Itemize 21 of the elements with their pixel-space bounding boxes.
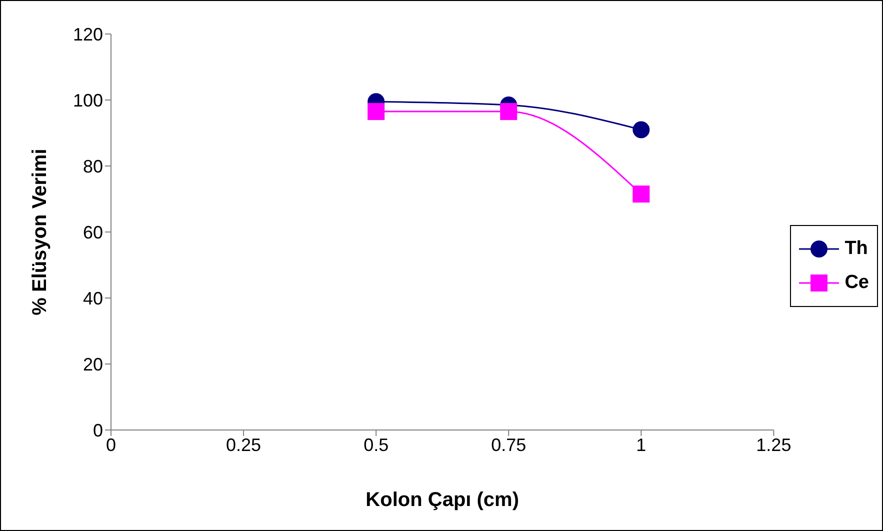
y-tick-label: 0 — [92, 420, 103, 440]
x-axis-title: Kolon Çapı (cm) — [366, 489, 520, 511]
y-axis-title: % Elüsyon Verimi — [29, 148, 52, 316]
point — [500, 103, 518, 120]
x-tick-label: 0.25 — [226, 434, 262, 455]
legend-label: Ce — [844, 272, 869, 294]
point — [632, 121, 650, 138]
x-tick-label: 0.5 — [364, 434, 389, 455]
x-tick-label: 1 — [636, 434, 646, 455]
y-tick-label: 80 — [82, 156, 103, 176]
x-tick-label: 0 — [106, 434, 116, 455]
y-tick-label: 120 — [72, 24, 103, 44]
y-tick-label: 60 — [82, 222, 103, 242]
point — [632, 186, 650, 203]
y-tick-label: 40 — [82, 288, 103, 308]
y-tick-label: 20 — [82, 354, 103, 374]
x-tick-label: 1.25 — [756, 434, 792, 455]
x-tick-label: 0.75 — [491, 434, 526, 455]
legend-label: Th — [844, 238, 868, 260]
point — [368, 103, 385, 120]
y-tick-label: 100 — [72, 90, 103, 110]
